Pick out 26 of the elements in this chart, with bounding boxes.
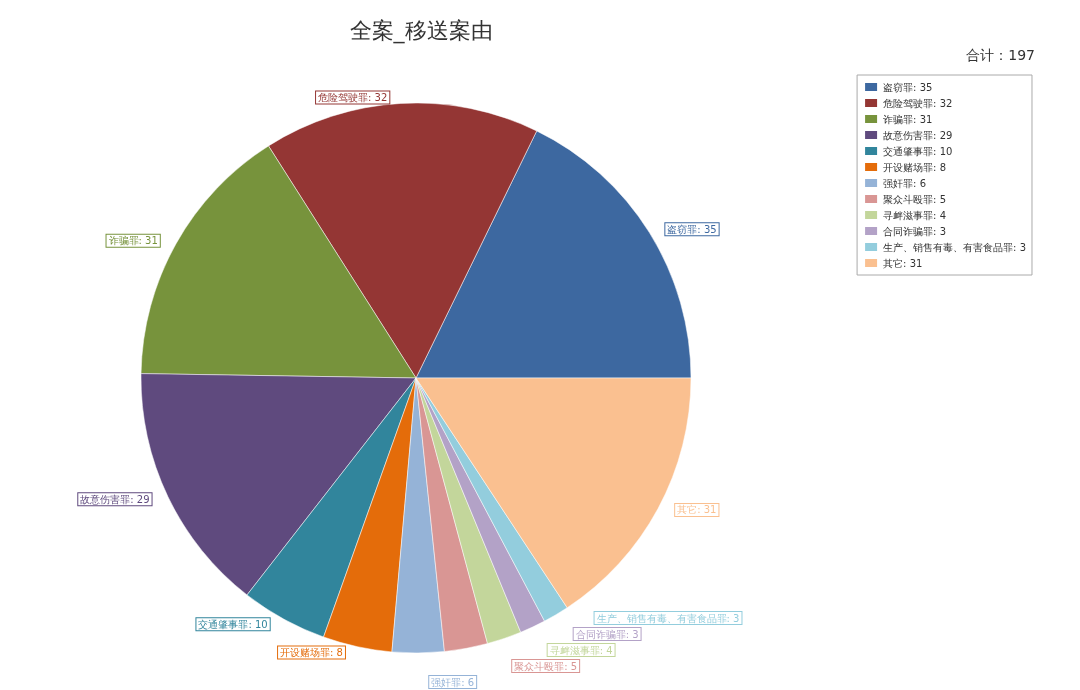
legend-label: 寻衅滋事罪: 4 (883, 209, 947, 221)
legend-label: 危险驾驶罪: 32 (883, 97, 953, 109)
slice-label: 诈骗罪: 31 (108, 235, 158, 247)
legend-label: 其它: 31 (883, 257, 923, 269)
category-label: 聚众斗殴罪: 5 (514, 660, 578, 672)
legend-label: 诈骗罪: 31 (883, 113, 933, 125)
legend-label: 聚众斗殴罪: 5 (883, 193, 947, 205)
category-label: 寻衅滋事罪: 4 (549, 644, 613, 656)
legend-label: 故意伤害罪: 29 (883, 129, 953, 141)
slice-label: 故意伤害罪: 29 (80, 493, 150, 505)
slice-label: 开设赌场罪: 8 (280, 647, 343, 659)
legend-label: 合同诈骗罪: 3 (883, 225, 947, 237)
legend-label: 交通肇事罪: 10 (883, 145, 953, 157)
chart-title: 全案_移送案由 (349, 17, 493, 44)
legend-label: 强奸罪: 6 (883, 177, 927, 189)
text: 合计：197 (966, 47, 1036, 63)
slice-label: 盗窃罪: 35 (667, 223, 717, 235)
legend-label: 生产、销售有毒、有害食品罪: 3 (883, 241, 1027, 253)
slice-label: 强奸罪: 6 (431, 676, 475, 688)
category-label: 合同诈骗罪: 3 (575, 628, 639, 640)
slice-label: 其它: 31 (677, 504, 717, 516)
legend-label: 盗窃罪: 35 (883, 81, 933, 93)
slice-label: 危险驾驶罪: 32 (318, 91, 388, 103)
category-label: 生产、销售有毒、有害食品罪: 3 (596, 612, 740, 624)
slice-label: 交通肇事罪: 10 (198, 618, 268, 630)
legend-label: 开设赌场罪: 8 (883, 161, 947, 173)
